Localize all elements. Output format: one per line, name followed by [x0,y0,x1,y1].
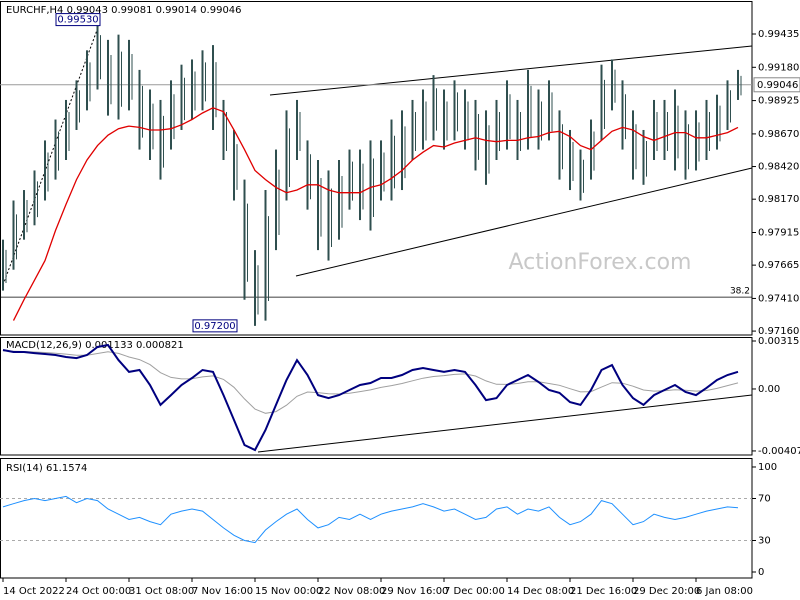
moving-average [12,107,739,321]
y-tick-label: 0.98420 [758,162,799,173]
y-tick-label: 0.97410 [758,293,799,304]
y-tick-label: 0.003152 [758,336,800,347]
x-tick-label: 21 Dec 16:00 [570,586,637,597]
x-tick-label: 29 Dec 20:00 [633,586,700,597]
rsi-panel [0,458,753,579]
x-tick-label: 7 Dec 00:00 [444,586,505,597]
y-tick-label: 0.98925 [758,96,799,107]
y-tick-label: 0.98170 [758,194,799,205]
x-tick-label: 7 Nov 16:00 [192,586,253,597]
macd-line [2,343,739,452]
x-tick-label: 29 Nov 16:00 [381,586,448,597]
last-price-box [753,77,800,93]
annotation-label: 0.97200 [194,321,235,332]
y-tick-label: 0.97665 [758,260,799,271]
y-tick-label: 0.99435 [758,29,799,40]
annotation-label: 0.99530 [57,15,98,26]
y-tick-label: 30 [758,536,771,547]
macd-trendline [257,394,753,453]
y-tick-label: 0.98670 [758,129,799,140]
signal-line [2,350,739,414]
y-tick-label: 0.99180 [758,62,799,73]
rsi-line [2,495,739,544]
x-tick-label: 15 Nov 00:00 [255,586,322,597]
x-tick-label: 22 Nov 08:00 [318,586,385,597]
watermark: ActionForex.com [509,250,692,275]
chart-title: EURCHF,H4 0.99043 0.99081 0.99014 0.9904… [6,5,242,16]
macd-title: MACD(12,26,9) 0.001133 0.000821 [6,340,184,351]
x-tick-label: 24 Oct 00:00 [66,586,131,597]
trendline [295,167,753,277]
x-tick-label: 14 Dec 08:00 [507,586,574,597]
y-tick-label: 100 [758,462,777,473]
x-tick-label: 14 Oct 2022 [3,586,65,597]
last-price-label: 0.99046 [757,80,798,91]
annotation-box [192,319,238,333]
y-tick-label: -0.004073 [758,446,800,457]
x-tick-label: 31 Oct 08:00 [129,586,194,597]
macd-panel [0,337,753,456]
y-tick-label: 0 [758,567,764,578]
y-tick-label: 0.97160 [758,326,799,337]
level-label: 38.2 [730,287,750,297]
y-tick-label: 0.00 [758,384,780,395]
annotation-box [55,13,101,27]
zigzag-line [2,21,101,286]
rsi-title: RSI(14) 61.1574 [6,463,87,474]
y-tick-label: 0.97915 [758,227,799,238]
y-tick-label: 70 [758,493,771,504]
x-tick-label: 6 Jan 08:00 [696,586,753,597]
trendline [269,45,753,96]
